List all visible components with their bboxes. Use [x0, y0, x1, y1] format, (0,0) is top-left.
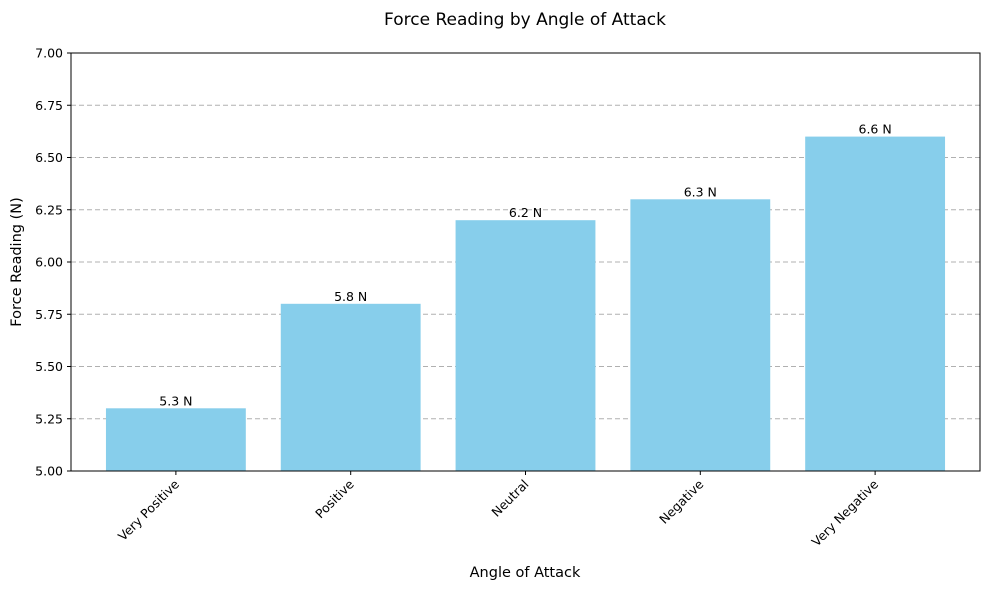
y-tick-label: 6.25 — [35, 202, 63, 217]
y-tick-label: 6.00 — [35, 255, 63, 270]
y-tick-label: 6.75 — [35, 98, 63, 113]
x-tick-label: Very Negative — [808, 476, 881, 549]
bar — [105, 408, 246, 471]
bar-value-label: 6.2 N — [509, 205, 542, 220]
y-tick-label: 5.00 — [35, 464, 63, 479]
bar — [280, 303, 421, 471]
bar-value-label: 6.6 N — [859, 122, 892, 137]
y-axis-ticks: 5.00 5.25 5.50 5.75 6.00 6.25 6.50 6.75 7.00 — [35, 46, 71, 479]
bar — [455, 220, 596, 471]
chart-title: Force Reading by Angle of Attack — [384, 10, 666, 30]
bar-value-labels: 5.3 N 5.8 N 6.2 N 6.3 N 6.6 N — [159, 122, 891, 409]
y-tick-label: 5.25 — [35, 411, 63, 426]
x-tick-label: Negative — [656, 476, 706, 526]
bar-value-label: 6.3 N — [684, 184, 717, 199]
x-tick-label: Very Positive — [115, 476, 182, 543]
bars — [105, 136, 946, 472]
y-axis-label: Force Reading (N) — [9, 197, 25, 326]
x-axis-label: Angle of Attack — [470, 565, 581, 581]
y-tick-label: 7.00 — [35, 46, 63, 61]
y-tick-label: 5.75 — [35, 307, 63, 322]
bar — [630, 199, 771, 472]
y-tick-label: 6.50 — [35, 150, 63, 165]
x-axis-ticks: Very Positive Positive Neutral Negative Very… — [115, 471, 881, 549]
x-tick-label: Neutral — [488, 477, 531, 520]
y-tick-label: 5.50 — [35, 359, 63, 374]
bar-value-label: 5.8 N — [334, 289, 367, 304]
x-tick-label: Positive — [312, 476, 357, 521]
bar-value-label: 5.3 N — [159, 393, 192, 408]
bar — [805, 136, 946, 471]
